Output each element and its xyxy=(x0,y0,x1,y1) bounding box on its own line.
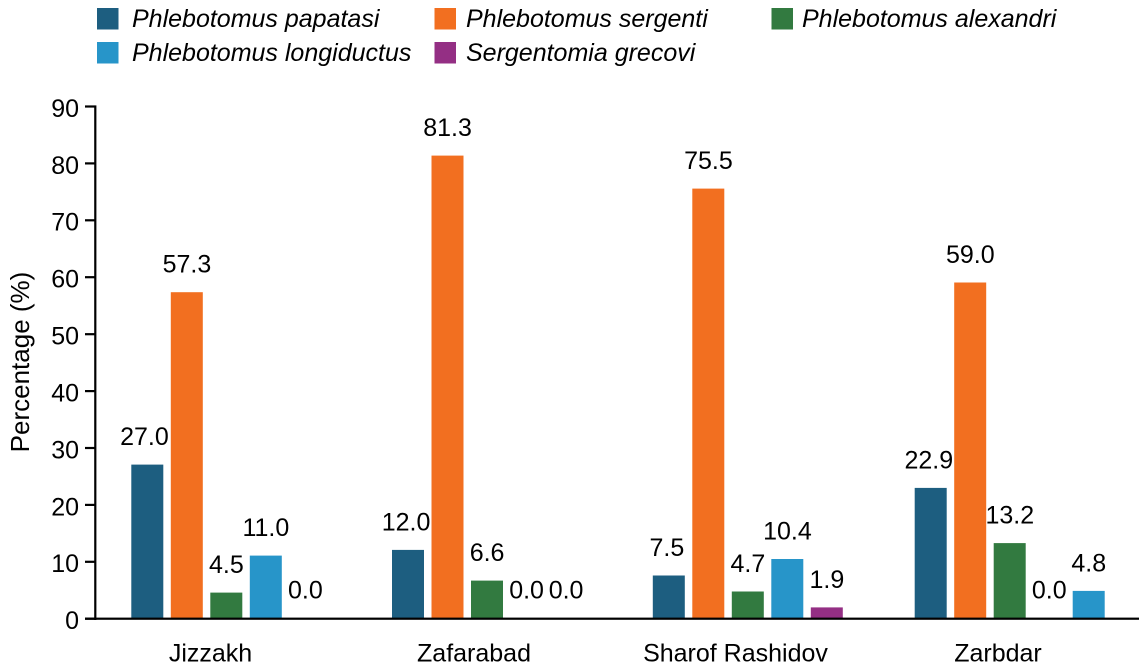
svg-text:40: 40 xyxy=(51,380,79,408)
svg-text:20: 20 xyxy=(51,493,79,521)
svg-text:59.0: 59.0 xyxy=(946,241,995,269)
svg-text:80: 80 xyxy=(51,152,79,180)
svg-text:0.0: 0.0 xyxy=(509,577,544,605)
svg-text:22.9: 22.9 xyxy=(904,446,953,474)
svg-text:10: 10 xyxy=(51,550,79,578)
svg-text:0: 0 xyxy=(65,607,79,635)
svg-text:12.0: 12.0 xyxy=(382,508,431,536)
svg-text:Sharof Rashidov: Sharof Rashidov xyxy=(643,640,828,668)
svg-text:11.0: 11.0 xyxy=(242,514,289,542)
svg-text:Phlebotomus papatasi: Phlebotomus papatasi xyxy=(132,5,381,33)
svg-text:Zarbdar: Zarbdar xyxy=(954,640,1042,668)
svg-text:90: 90 xyxy=(51,95,79,123)
svg-text:4.7: 4.7 xyxy=(731,550,766,578)
svg-text:10.4: 10.4 xyxy=(763,518,812,546)
svg-text:Phlebotomus sergenti: Phlebotomus sergenti xyxy=(466,5,709,33)
svg-text:13.2: 13.2 xyxy=(985,502,1034,530)
svg-text:Percentage (%): Percentage (%) xyxy=(5,272,35,453)
svg-text:75.5: 75.5 xyxy=(684,147,733,175)
svg-text:4.8: 4.8 xyxy=(1071,549,1106,577)
svg-text:1.9: 1.9 xyxy=(810,566,845,594)
svg-text:81.3: 81.3 xyxy=(423,114,472,142)
svg-text:60: 60 xyxy=(51,266,79,294)
svg-text:0.0: 0.0 xyxy=(1032,577,1067,605)
svg-text:7.5: 7.5 xyxy=(650,534,685,562)
svg-text:4.5: 4.5 xyxy=(209,551,244,579)
svg-text:57.3: 57.3 xyxy=(163,251,212,279)
svg-text:Sergentomia grecovi: Sergentomia grecovi xyxy=(466,39,697,67)
svg-text:6.6: 6.6 xyxy=(470,539,505,567)
svg-text:Jizzakh: Jizzakh xyxy=(169,640,252,668)
svg-text:27.0: 27.0 xyxy=(120,423,169,451)
svg-text:0.0: 0.0 xyxy=(549,577,584,605)
svg-text:Zafarabad: Zafarabad xyxy=(417,640,531,668)
svg-text:0.0: 0.0 xyxy=(288,577,323,605)
svg-text:Phlebotomus alexandri: Phlebotomus alexandri xyxy=(802,5,1058,33)
svg-text:50: 50 xyxy=(51,323,79,351)
svg-text:Phlebotomus longiductus: Phlebotomus longiductus xyxy=(132,39,411,67)
svg-text:30: 30 xyxy=(51,436,79,464)
svg-text:70: 70 xyxy=(51,209,79,237)
